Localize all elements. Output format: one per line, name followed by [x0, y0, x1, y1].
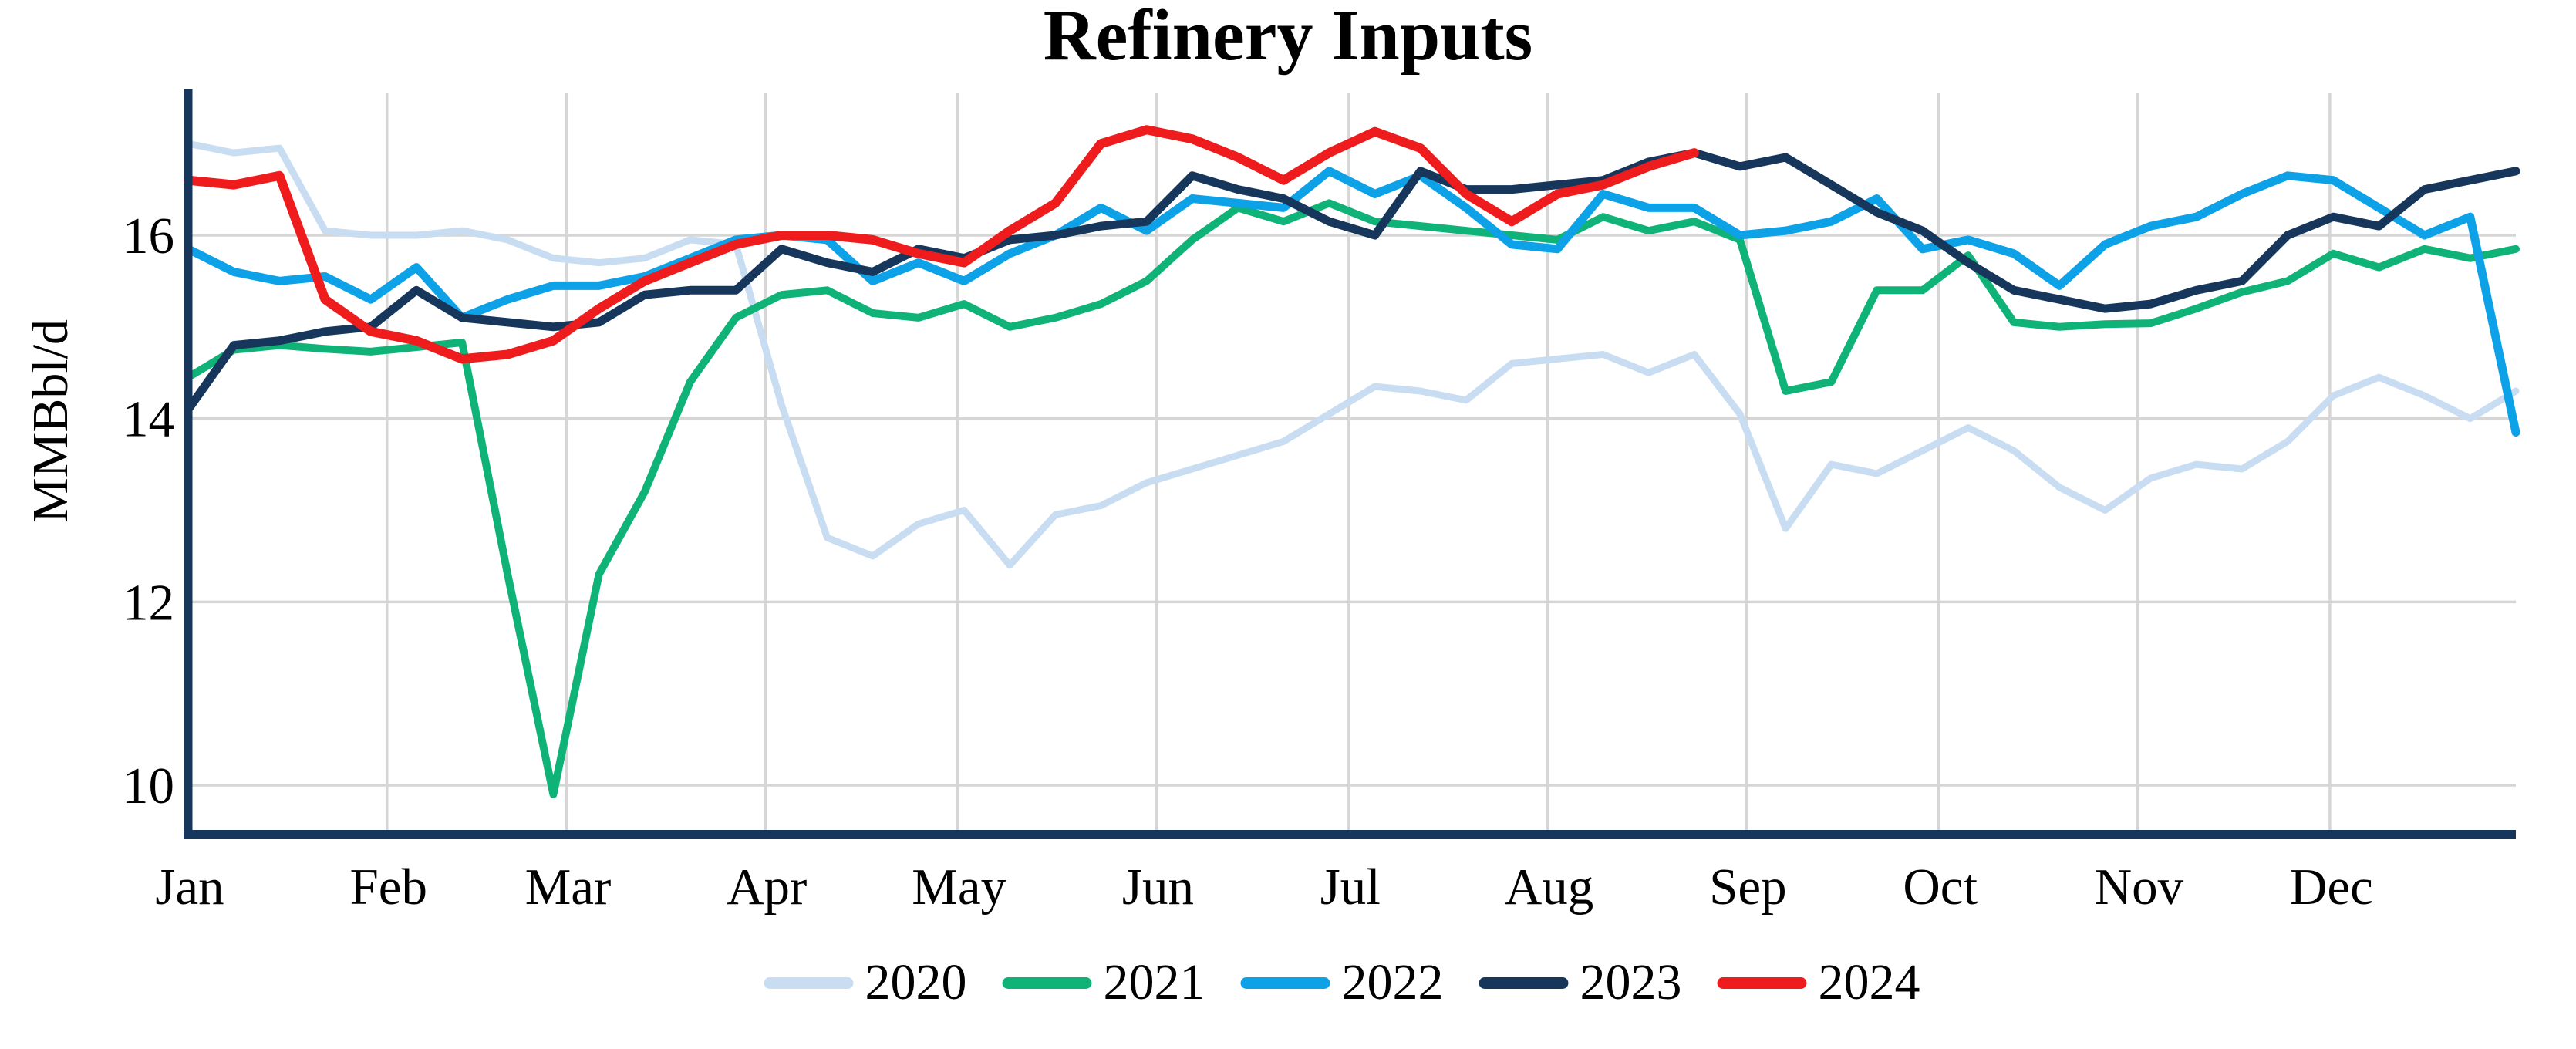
x-tick-label-Feb: Feb	[349, 858, 427, 916]
chart-legend: 2020 2021 2022 2023 2024	[764, 953, 1920, 1012]
x-tick-label-Jan: Jan	[155, 858, 224, 916]
x-tick-label-Jul: Jul	[1320, 858, 1381, 916]
axes-group	[184, 89, 2516, 839]
gridlines-group	[188, 93, 2516, 835]
y-tick-label-16: 16	[123, 207, 174, 265]
series-line-2024	[184, 125, 1699, 364]
legend-swatch-2023	[1479, 976, 1569, 989]
x-tick-label-Mar: Mar	[525, 858, 612, 916]
series-lines-group	[184, 125, 2520, 798]
legend-item-2023: 2023	[1479, 953, 1682, 1012]
series-line-2020	[184, 140, 2520, 569]
legend-item-2024: 2024	[1717, 953, 1920, 1012]
legend-label-2022: 2022	[1341, 954, 1444, 1010]
y-tick-label-12: 12	[123, 574, 174, 631]
x-tick-label-Aug: Aug	[1505, 858, 1593, 916]
legend-label-2020: 2020	[865, 954, 967, 1010]
legend-label-2024: 2024	[1818, 954, 1920, 1010]
x-tick-label-Nov: Nov	[2095, 858, 2184, 916]
legend-item-2020: 2020	[764, 953, 967, 1012]
legend-label-2021: 2021	[1103, 954, 1205, 1010]
y-tick-label-10: 10	[123, 757, 174, 815]
x-tick-label-Jun: Jun	[1122, 858, 1194, 916]
legend-item-2022: 2022	[1240, 953, 1444, 1012]
legend-swatch-2022	[1240, 976, 1330, 989]
legend-swatch-2024	[1717, 976, 1807, 989]
y-tick-label-14: 14	[123, 391, 174, 448]
x-tick-label-Dec: Dec	[2290, 858, 2373, 916]
axis-labels-group: 10 12 14 16 Jan Feb Mar Apr May Jun Jul Aug Sep Oct No…	[123, 207, 2373, 916]
series-line-2021	[184, 199, 2520, 798]
legend-item-2021: 2021	[1002, 953, 1205, 1012]
x-tick-label-May: May	[912, 858, 1006, 916]
chart-title: Refinery Inputs	[1043, 0, 1533, 76]
series-line-2023	[184, 148, 2520, 414]
legend-swatch-2020	[764, 976, 854, 989]
legend-swatch-2021	[1002, 976, 1092, 989]
legend-label-2023: 2023	[1580, 954, 1682, 1010]
x-tick-label-Sep: Sep	[1709, 858, 1787, 916]
x-tick-label-Oct: Oct	[1903, 858, 1978, 916]
x-tick-label-Apr: Apr	[727, 858, 807, 916]
series-line-2022	[184, 167, 2520, 437]
